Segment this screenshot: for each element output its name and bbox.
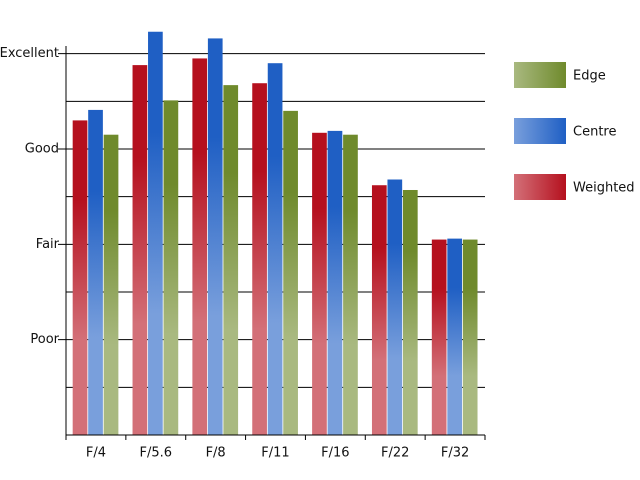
legend-swatch	[514, 118, 566, 144]
bar	[252, 83, 267, 435]
bar	[327, 130, 343, 436]
legend-label: Centre	[573, 125, 616, 140]
bar	[163, 100, 179, 435]
bar	[223, 85, 239, 436]
bar	[431, 239, 447, 435]
bar	[148, 31, 163, 436]
y-tick-label: Good	[25, 142, 59, 157]
bar	[192, 58, 208, 435]
x-tick-label: F/32	[441, 446, 469, 461]
y-tick-label: Excellent	[0, 46, 59, 61]
bar	[132, 65, 148, 436]
legend-swatch	[514, 62, 566, 88]
x-tick-label: F/22	[381, 446, 409, 461]
bar	[207, 38, 223, 436]
x-tick-label: F/16	[321, 446, 349, 461]
y-tick-label: Fair	[36, 237, 60, 252]
bar	[402, 189, 418, 435]
legend-label: Weighted	[573, 181, 635, 196]
bar	[283, 110, 298, 435]
bar	[88, 109, 103, 435]
bar	[447, 238, 463, 435]
bar	[312, 132, 327, 435]
legend-swatch	[514, 174, 566, 200]
bar	[371, 185, 387, 435]
legend-label: Edge	[573, 69, 606, 84]
y-tick-label: Poor	[30, 332, 59, 347]
bar	[72, 120, 88, 436]
bar	[343, 134, 358, 435]
bar	[387, 179, 403, 435]
x-tick-label: F/5.6	[140, 446, 173, 461]
bar	[462, 239, 478, 435]
x-tick-label: F/11	[261, 446, 289, 461]
x-tick-label: F/8	[206, 446, 226, 461]
x-tick-label: F/4	[86, 446, 106, 461]
bar	[267, 63, 283, 435]
bar	[103, 134, 119, 435]
